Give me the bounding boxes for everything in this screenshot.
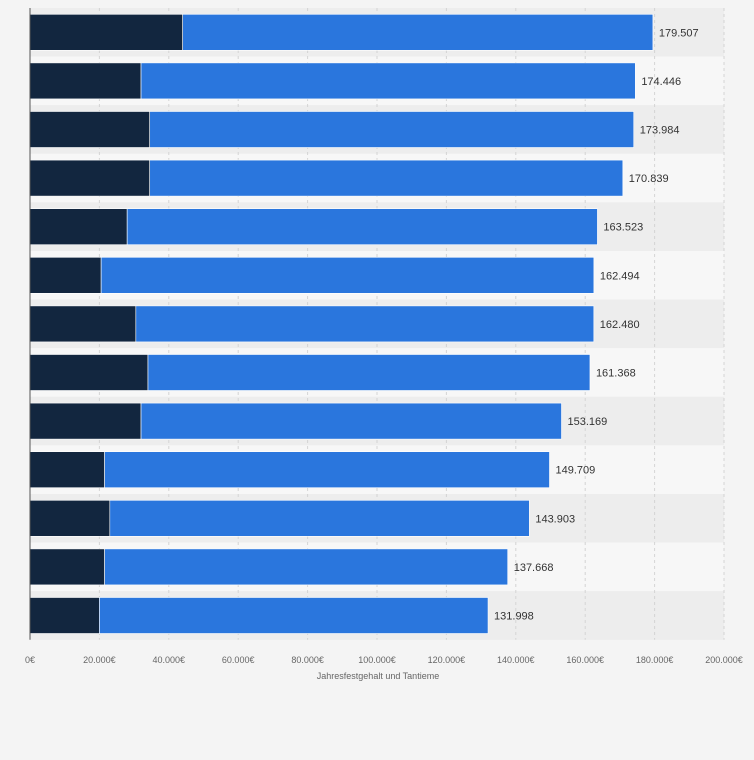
- bar-segment-dark: [29, 548, 105, 586]
- bar-segment-blue: [182, 14, 654, 51]
- bar-segment-dark: [29, 451, 105, 489]
- bar-segment-blue: [149, 111, 635, 148]
- bar-segment-dark: [29, 402, 142, 440]
- data-labels: 179.507 174.446 173.984 170.839 163.523 162.4…: [494, 27, 699, 622]
- bars: [29, 14, 654, 634]
- bar-segment-dark: [29, 597, 100, 634]
- bar-segment-dark: [29, 305, 137, 343]
- x-tick-label: 200.000€: [705, 655, 743, 665]
- total-label: 162.480: [600, 319, 640, 331]
- total-label: 131.998: [494, 611, 534, 623]
- bar-segment-blue: [126, 208, 598, 245]
- total-label: 153.169: [567, 416, 607, 428]
- bar-segment-dark: [29, 14, 183, 51]
- bar-segment-dark: [29, 256, 102, 294]
- x-tick-label: 180.000€: [636, 655, 674, 665]
- bar-segment-blue: [104, 451, 550, 489]
- bar-segment-blue: [104, 548, 509, 586]
- x-tick-label: 120.000€: [428, 655, 466, 665]
- total-label: 162.494: [600, 270, 640, 282]
- total-label: 137.668: [514, 562, 554, 574]
- total-label: 149.709: [555, 465, 595, 477]
- bar-segment-dark: [29, 208, 128, 245]
- bar-segment-dark: [29, 111, 151, 148]
- bar-segment-dark: [29, 62, 142, 100]
- total-label: 173.984: [640, 125, 680, 137]
- x-tick-label: 20.000€: [83, 655, 116, 665]
- bar-segment-dark: [29, 159, 151, 197]
- x-tick-label: 80.000€: [291, 655, 324, 665]
- total-label: 179.507: [659, 27, 699, 39]
- bar-segment-blue: [149, 159, 624, 197]
- bar-segment-dark: [29, 354, 149, 391]
- bar-segment-blue: [135, 305, 595, 343]
- x-tick-label: 0€: [25, 655, 35, 665]
- total-label: 143.903: [535, 513, 575, 525]
- x-tick-label: 160.000€: [566, 655, 604, 665]
- bar-segment-dark: [29, 499, 111, 537]
- bar-segment-blue: [109, 499, 530, 537]
- x-axis-title: Jahresfestgehalt und Tantieme: [317, 671, 439, 681]
- total-label: 170.839: [629, 173, 669, 185]
- x-tick-label: 60.000€: [222, 655, 255, 665]
- bar-segment-blue: [147, 354, 591, 391]
- bar-segment-blue: [99, 597, 489, 634]
- bar-segment-blue: [140, 402, 562, 440]
- x-tick-label: 140.000€: [497, 655, 535, 665]
- bar-segment-blue: [140, 62, 636, 100]
- bar-segment-blue: [100, 256, 595, 294]
- total-label: 161.368: [596, 368, 636, 380]
- total-label: 174.446: [641, 76, 681, 88]
- x-tick-label: 40.000€: [153, 655, 186, 665]
- total-label: 163.523: [603, 222, 643, 234]
- x-tick-label: 100.000€: [358, 655, 396, 665]
- x-axis: 0€ 20.000€ 40.000€ 60.000€ 80.000€ 100.000€ 12…: [25, 8, 743, 665]
